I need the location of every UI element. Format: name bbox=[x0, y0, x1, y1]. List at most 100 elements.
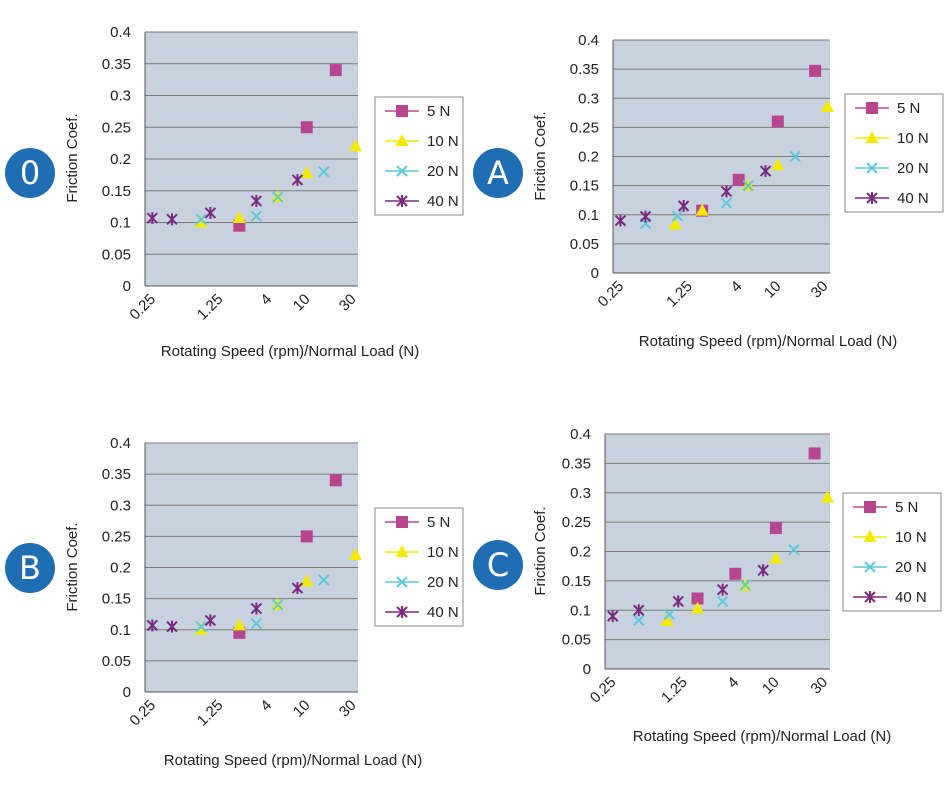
legend-box bbox=[844, 93, 944, 213]
data-point bbox=[300, 165, 314, 178]
legend-label: 10 N bbox=[897, 130, 929, 147]
x-tick-label: 0.25 bbox=[587, 674, 620, 707]
data-point bbox=[291, 582, 304, 595]
x-axis-title: Rotating Speed (rpm)/Normal Load (N) bbox=[161, 343, 419, 360]
panel-badge-label: C bbox=[487, 546, 509, 584]
legend-marker bbox=[863, 530, 877, 542]
y-tick-label: 0.25 bbox=[562, 514, 591, 531]
y-tick-label: 0.4 bbox=[110, 24, 131, 41]
legend-label: 5 N bbox=[427, 103, 450, 120]
legend: 5 N 10 N 20 N 40 N bbox=[374, 96, 464, 216]
data-point bbox=[759, 165, 772, 178]
data-point bbox=[300, 574, 314, 587]
data-point bbox=[300, 121, 313, 134]
y-tick-label: 0.25 bbox=[102, 528, 131, 545]
data-point bbox=[757, 564, 769, 577]
panel-badge-label: 0 bbox=[20, 154, 40, 192]
data-point bbox=[318, 165, 330, 178]
x-axis-title: Rotating Speed (rpm)/Normal Load (N) bbox=[639, 333, 897, 350]
y-tick-label: 0.35 bbox=[570, 61, 599, 78]
legend: 5 N 10 N 20 N 40 N bbox=[842, 492, 942, 612]
panel-badge bbox=[5, 543, 55, 593]
data-point bbox=[250, 194, 263, 207]
legend-marker bbox=[864, 591, 876, 603]
chart-panel-1: 0 0.05 0.1 0.15 0.2 0.25 0.3 0.35 0.4 0.25 1.25 4 10… bbox=[473, 32, 944, 350]
data-point bbox=[769, 551, 783, 564]
data-point bbox=[329, 64, 342, 77]
y-tick-label: 0.15 bbox=[570, 178, 599, 195]
panel-badge bbox=[473, 148, 523, 198]
y-tick-label: 0 bbox=[123, 278, 131, 295]
y-axis-title: Friction Coef. bbox=[532, 506, 549, 595]
chart-panel-3: 0 0.05 0.1 0.15 0.2 0.25 0.3 0.35 0.4 0.25 1.25 4 10… bbox=[473, 426, 942, 745]
legend-marker bbox=[864, 561, 876, 573]
legend: 5 N 10 N 20 N 40 N bbox=[844, 93, 944, 213]
legend-box bbox=[374, 96, 464, 216]
y-tick-label: 0.1 bbox=[578, 207, 599, 224]
x-tick-label: 4 bbox=[257, 291, 275, 309]
y-tick-label: 0 bbox=[583, 661, 591, 678]
data-point bbox=[663, 608, 676, 621]
data-point bbox=[690, 601, 704, 614]
legend-label: 40 N bbox=[427, 604, 459, 621]
data-point bbox=[809, 64, 822, 77]
y-tick-label: 0.15 bbox=[562, 573, 591, 590]
legend-label: 5 N bbox=[427, 514, 450, 531]
data-point bbox=[250, 210, 263, 222]
legend-label: 5 N bbox=[897, 100, 920, 117]
y-tick-label: 0.2 bbox=[110, 560, 131, 577]
data-point bbox=[232, 618, 246, 631]
x-tick-label: 10 bbox=[290, 697, 314, 721]
x-tick-label: 1.25 bbox=[658, 674, 691, 707]
x-tick-label: 1.25 bbox=[663, 278, 696, 311]
y-tick-label: 0.2 bbox=[110, 151, 131, 168]
data-point bbox=[318, 574, 330, 586]
data-point bbox=[695, 203, 709, 216]
data-point bbox=[716, 583, 729, 596]
data-point bbox=[291, 173, 304, 186]
data-point bbox=[204, 614, 217, 627]
y-tick-label: 0.05 bbox=[102, 246, 131, 263]
x-tick-label: 10 bbox=[290, 291, 314, 315]
data-point bbox=[739, 579, 751, 591]
data-point bbox=[639, 210, 652, 223]
data-point bbox=[614, 214, 627, 227]
y-axis-title: Friction Coef. bbox=[64, 522, 81, 611]
y-axis-title: Friction Coef. bbox=[532, 111, 549, 200]
x-tick-label: 30 bbox=[807, 674, 831, 698]
chart-panel-2: 0 0.05 0.1 0.15 0.2 0.25 0.3 0.35 0.4 0.25 1.25 4 10… bbox=[5, 435, 464, 769]
legend: 5 N 10 N 20 N 40 N bbox=[374, 507, 464, 627]
legend-label: 40 N bbox=[895, 589, 927, 606]
legend-marker bbox=[396, 195, 408, 207]
y-tick-label: 0.2 bbox=[578, 149, 599, 166]
x-tick-label: 4 bbox=[728, 278, 746, 296]
data-point bbox=[771, 115, 784, 128]
data-point bbox=[250, 602, 263, 615]
data-point bbox=[742, 179, 754, 192]
panel-badge-label: A bbox=[487, 154, 509, 192]
y-tick-label: 0.4 bbox=[578, 32, 599, 49]
data-point bbox=[194, 622, 208, 635]
legend-label: 5 N bbox=[895, 499, 918, 516]
data-point bbox=[146, 619, 159, 632]
panel-badge bbox=[473, 540, 523, 590]
data-point bbox=[232, 211, 246, 224]
legend-marker bbox=[396, 165, 408, 177]
data-point bbox=[720, 197, 733, 209]
legend-marker bbox=[396, 576, 408, 588]
y-tick-label: 0.25 bbox=[570, 119, 599, 136]
y-tick-label: 0.1 bbox=[110, 622, 131, 639]
y-tick-label: 0.35 bbox=[102, 56, 131, 73]
x-tick-label: 0.25 bbox=[126, 291, 159, 324]
y-tick-label: 0.05 bbox=[102, 653, 131, 670]
data-point bbox=[769, 522, 782, 534]
data-point bbox=[820, 490, 834, 503]
data-point bbox=[668, 217, 682, 230]
y-tick-label: 0.3 bbox=[110, 497, 131, 514]
y-tick-label: 0.05 bbox=[562, 632, 591, 649]
y-tick-label: 0.4 bbox=[110, 435, 131, 452]
legend-marker bbox=[866, 162, 878, 174]
legend-marker bbox=[395, 545, 409, 557]
x-axis-title: Rotating Speed (rpm)/Normal Load (N) bbox=[633, 728, 891, 745]
